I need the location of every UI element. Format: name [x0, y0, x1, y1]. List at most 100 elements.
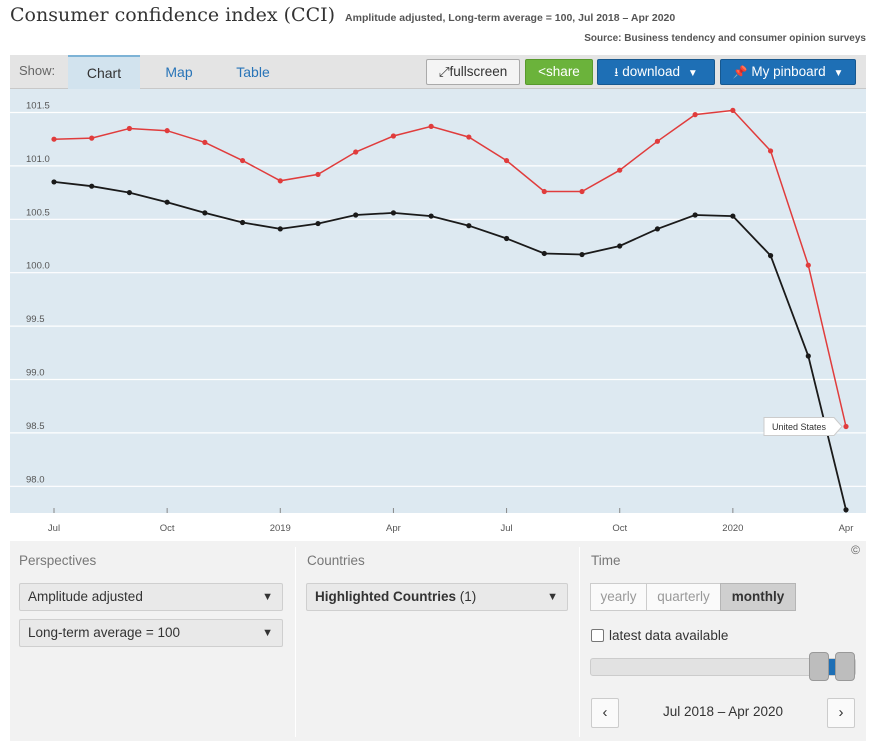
data-point: [89, 135, 95, 141]
data-point: [164, 199, 170, 205]
share-label: share: [546, 64, 580, 79]
latest-data-checkbox[interactable]: [591, 629, 604, 642]
pinboard-button[interactable]: 📌 My pinboard ▼: [720, 59, 856, 85]
source-note: Source: Business tendency and consumer o…: [584, 33, 866, 44]
tab-map[interactable]: Map: [165, 64, 193, 80]
time-range-slider[interactable]: [590, 652, 856, 681]
y-tick-label: 100.5: [26, 207, 50, 218]
countries-title: Countries: [307, 553, 365, 568]
data-point: [353, 149, 359, 155]
select-value: Long-term average = 100: [28, 625, 180, 640]
show-label: Show:: [19, 63, 56, 78]
data-point: [428, 123, 434, 129]
fullscreen-label: fullscreen: [449, 64, 508, 79]
perspective-select-adjustment[interactable]: Amplitude adjusted ▼: [19, 583, 283, 611]
download-label: download: [622, 64, 681, 79]
dropdown-arrow-icon: ▼: [262, 627, 273, 639]
y-tick-label: 99.5: [26, 314, 45, 325]
dropdown-arrow-icon: ▼: [547, 591, 558, 603]
page-title: Consumer confidence index (CCI): [10, 4, 336, 26]
data-point: [617, 243, 623, 249]
select-value: Amplitude adjusted: [28, 589, 143, 604]
data-point: [805, 262, 811, 268]
pin-icon: 📌: [732, 65, 748, 79]
time-yearly-button[interactable]: yearly: [590, 583, 647, 611]
time-title: Time: [591, 553, 621, 568]
data-point: [617, 167, 623, 173]
annotation-label: United States: [772, 422, 827, 432]
copyright: ©: [851, 543, 860, 557]
y-tick-label: 98.5: [26, 421, 45, 432]
x-tick-label: 2019: [270, 523, 291, 534]
data-point: [428, 213, 434, 219]
perspective-select-baseline[interactable]: Long-term average = 100 ▼: [19, 619, 283, 647]
data-point: [503, 157, 510, 164]
data-point: [503, 235, 510, 242]
control-panel: © Perspectives Amplitude adjusted ▼ Long…: [10, 541, 866, 741]
data-point: [541, 250, 547, 257]
x-tick-label: 2020: [722, 523, 743, 534]
data-point: [239, 219, 246, 226]
x-tick-label: Oct: [612, 523, 627, 534]
data-point: [126, 189, 133, 196]
data-point: [805, 353, 811, 359]
data-point: [466, 134, 472, 140]
data-point: [51, 136, 57, 142]
data-point: [654, 138, 661, 144]
slider-start-handle[interactable]: [809, 652, 829, 681]
share-button[interactable]: <share: [525, 59, 593, 85]
latest-data-label: latest data available: [609, 628, 729, 643]
x-tick-label: Oct: [160, 523, 175, 534]
slider-end-handle[interactable]: [835, 652, 855, 681]
chevron-down-icon: ▼: [687, 68, 698, 79]
data-point: [277, 178, 283, 184]
series-line: [53, 181, 847, 511]
data-point: [202, 210, 208, 216]
data-point: [390, 133, 397, 139]
data-point: [353, 212, 359, 218]
perspectives-title: Perspectives: [19, 553, 97, 568]
data-point: [730, 213, 736, 219]
x-tick-label: Apr: [386, 523, 401, 534]
time-quarterly-button[interactable]: quarterly: [646, 583, 721, 611]
latest-data-checkbox-row[interactable]: latest data available: [591, 628, 728, 643]
data-point: [277, 226, 283, 232]
data-point: [579, 251, 585, 258]
section-divider: [295, 547, 296, 737]
y-tick-label: 101.0: [26, 154, 50, 165]
data-point: [164, 128, 170, 134]
time-monthly-button[interactable]: monthly: [720, 583, 796, 611]
next-range-button[interactable]: ›: [827, 698, 855, 728]
prev-range-button[interactable]: ‹: [591, 698, 619, 728]
pinboard-label: My pinboard: [751, 64, 826, 79]
tab-chart[interactable]: Chart: [68, 55, 140, 89]
series-line: [53, 109, 847, 427]
title-row: Consumer confidence index (CCI) Amplitud…: [10, 4, 675, 26]
fullscreen-button[interactable]: ⤢fullscreen: [426, 59, 520, 85]
data-point: [315, 220, 321, 227]
plot-background: [10, 89, 866, 513]
data-point: [692, 212, 698, 218]
countries-select[interactable]: Highlighted Countries (1) ▼: [306, 583, 568, 611]
download-icon: ⭳: [614, 65, 619, 79]
annotation-box: [763, 416, 843, 436]
y-tick-label: 98.0: [26, 474, 45, 485]
expand-icon: ⤢: [438, 64, 450, 79]
select-count: (1): [459, 589, 477, 604]
section-divider: [579, 547, 580, 737]
select-value: Highlighted Countries: [315, 589, 456, 604]
data-point: [315, 171, 321, 178]
data-point: [843, 423, 849, 430]
data-point: [390, 210, 397, 216]
y-tick-label: 101.5: [26, 100, 50, 111]
y-tick-label: 99.0: [26, 367, 45, 378]
data-point: [654, 226, 661, 232]
dropdown-arrow-icon: ▼: [262, 591, 273, 603]
data-point: [239, 157, 246, 164]
tab-table[interactable]: Table: [236, 64, 270, 80]
data-point: [767, 148, 774, 154]
data-point: [51, 179, 57, 185]
data-point: [89, 183, 95, 189]
download-button[interactable]: ⭳ download ▼: [597, 59, 715, 85]
tab-bar: Show: Chart Map Table ⤢fullscreen <share…: [10, 55, 866, 89]
